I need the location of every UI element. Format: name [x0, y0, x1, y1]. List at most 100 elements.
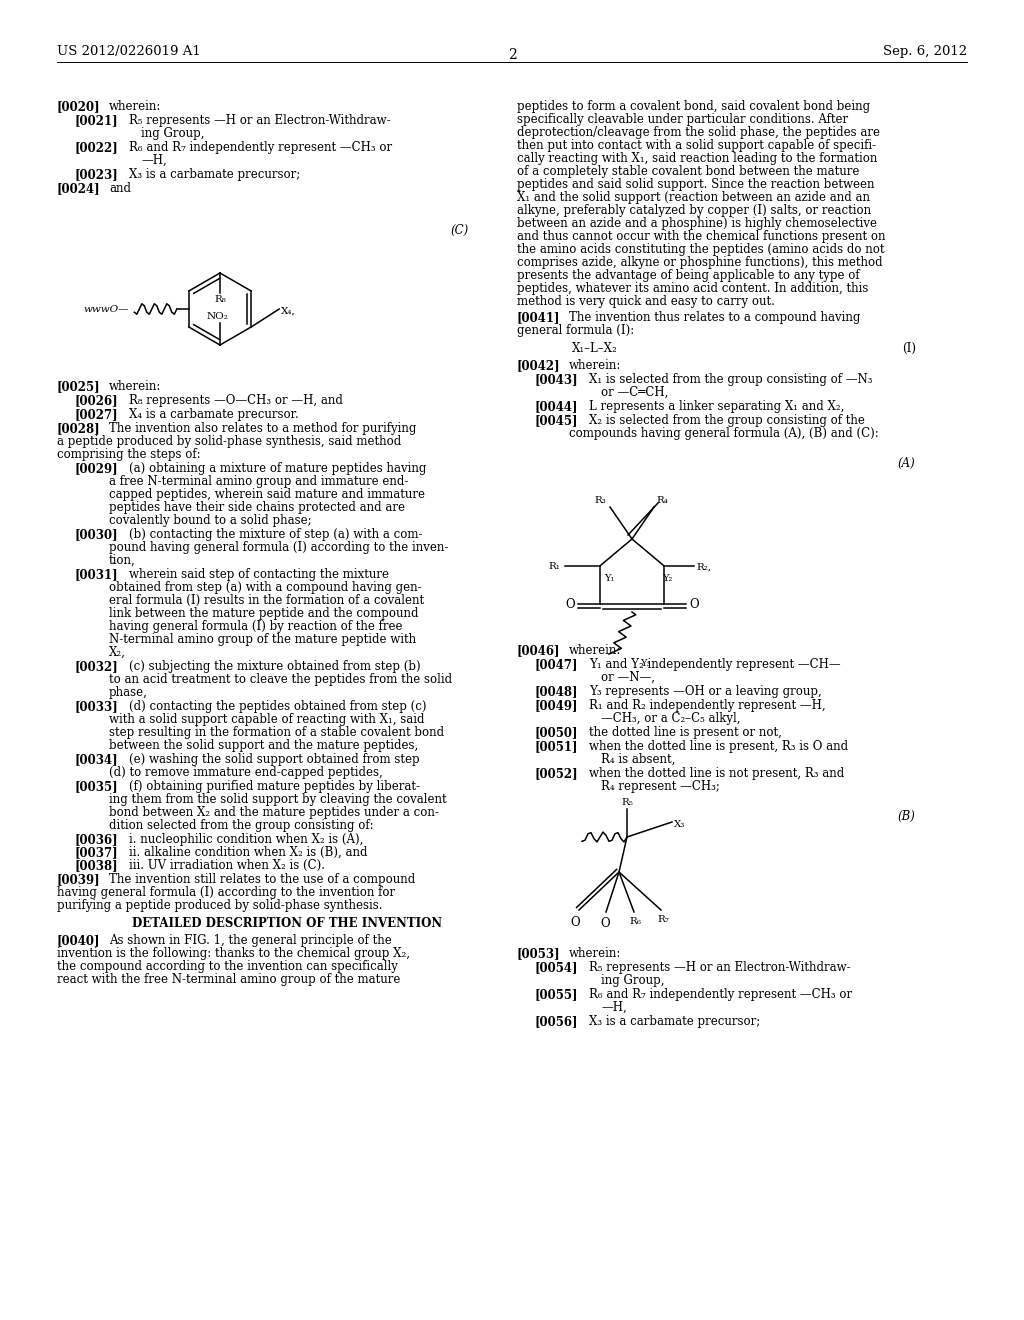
Text: Y₁ and Y₂ independently represent —CH—: Y₁ and Y₂ independently represent —CH— — [589, 657, 841, 671]
Text: ing Group,: ing Group, — [601, 974, 665, 987]
Text: wwwO—: wwwO— — [84, 305, 129, 314]
Text: (c) subjecting the mixture obtained from step (b): (c) subjecting the mixture obtained from… — [129, 660, 421, 673]
Text: bond between X₂ and the mature peptides under a con-: bond between X₂ and the mature peptides … — [109, 807, 439, 818]
Text: The invention still relates to the use of a compound: The invention still relates to the use o… — [109, 873, 416, 886]
Text: R₁ and R₂ independently represent —H,: R₁ and R₂ independently represent —H, — [589, 700, 825, 711]
Text: (d) contacting the peptides obtained from step (c): (d) contacting the peptides obtained fro… — [129, 700, 427, 713]
Text: R₅: R₅ — [622, 799, 633, 807]
Text: ing Group,: ing Group, — [141, 127, 205, 140]
Text: (C): (C) — [450, 224, 468, 238]
Text: [0031]: [0031] — [75, 568, 119, 581]
Text: cally reacting with X₁, said reaction leading to the formation: cally reacting with X₁, said reaction le… — [517, 152, 878, 165]
Text: wherein:: wherein: — [569, 946, 622, 960]
Text: the compound according to the invention can specifically: the compound according to the invention … — [57, 960, 398, 973]
Text: alkyne, preferably catalyzed by copper (I) salts, or reaction: alkyne, preferably catalyzed by copper (… — [517, 205, 871, 216]
Text: and thus cannot occur with the chemical functions present on: and thus cannot occur with the chemical … — [517, 230, 886, 243]
Text: iii. UV irradiation when X₂ is (C).: iii. UV irradiation when X₂ is (C). — [129, 859, 325, 873]
Text: R₈ represents —O—CH₃ or —H, and: R₈ represents —O—CH₃ or —H, and — [129, 393, 343, 407]
Text: [0023]: [0023] — [75, 168, 119, 181]
Text: (I): (I) — [902, 342, 916, 355]
Text: [0032]: [0032] — [75, 660, 119, 673]
Text: [0036]: [0036] — [75, 833, 119, 846]
Text: obtained from step (a) with a compound having gen-: obtained from step (a) with a compound h… — [109, 581, 422, 594]
Text: peptides have their side chains protected and are: peptides have their side chains protecte… — [109, 502, 406, 513]
Text: between an azide and a phosphine) is highly chemoselective: between an azide and a phosphine) is hig… — [517, 216, 877, 230]
Text: [0043]: [0043] — [535, 374, 579, 385]
Text: [0020]: [0020] — [57, 100, 100, 114]
Text: [0041]: [0041] — [517, 312, 560, 323]
Text: ing them from the solid support by cleaving the covalent: ing them from the solid support by cleav… — [109, 793, 446, 807]
Text: [0045]: [0045] — [535, 414, 579, 426]
Text: —H,: —H, — [601, 1001, 627, 1014]
Text: DETAILED DESCRIPTION OF THE INVENTION: DETAILED DESCRIPTION OF THE INVENTION — [132, 917, 442, 931]
Text: wherein:: wherein: — [109, 100, 162, 114]
Text: wherein:: wherein: — [109, 380, 162, 393]
Text: The invention also relates to a method for purifying: The invention also relates to a method f… — [109, 422, 417, 436]
Text: compounds having general formula (A), (B) and (C):: compounds having general formula (A), (B… — [569, 426, 879, 440]
Text: R₆ and R₇ independently represent —CH₃ or: R₆ and R₇ independently represent —CH₃ o… — [129, 141, 392, 154]
Text: O: O — [565, 598, 574, 611]
Text: X₁–L–X₂: X₁–L–X₂ — [572, 342, 617, 355]
Text: having general formula (I) according to the invention for: having general formula (I) according to … — [57, 886, 395, 899]
Text: Y₁: Y₁ — [604, 574, 614, 583]
Text: R₆ and R₇ independently represent —CH₃ or: R₆ and R₇ independently represent —CH₃ o… — [589, 987, 852, 1001]
Text: (f) obtaining purified mature peptides by liberat-: (f) obtaining purified mature peptides b… — [129, 780, 420, 793]
Text: covalently bound to a solid phase;: covalently bound to a solid phase; — [109, 513, 311, 527]
Text: presents the advantage of being applicable to any type of: presents the advantage of being applicab… — [517, 269, 859, 282]
Text: (B): (B) — [897, 810, 914, 822]
Text: [0054]: [0054] — [535, 961, 579, 974]
Text: eral formula (I) results in the formation of a covalent: eral formula (I) results in the formatio… — [109, 594, 424, 607]
Text: X₃ is a carbamate precursor;: X₃ is a carbamate precursor; — [589, 1015, 760, 1028]
Text: [0028]: [0028] — [57, 422, 100, 436]
Text: [0039]: [0039] — [57, 873, 100, 886]
Text: O: O — [600, 917, 610, 931]
Text: general formula (I):: general formula (I): — [517, 323, 634, 337]
Text: R₇: R₇ — [657, 915, 669, 924]
Text: ii. alkaline condition when X₂ is (B), and: ii. alkaline condition when X₂ is (B), a… — [129, 846, 368, 859]
Text: dition selected from the group consisting of:: dition selected from the group consistin… — [109, 818, 374, 832]
Text: purifying a peptide produced by solid-phase synthesis.: purifying a peptide produced by solid-ph… — [57, 899, 383, 912]
Text: [0053]: [0053] — [517, 946, 560, 960]
Text: a peptide produced by solid-phase synthesis, said method: a peptide produced by solid-phase synthe… — [57, 436, 401, 447]
Text: i. nucleophilic condition when X₂ is (A),: i. nucleophilic condition when X₂ is (A)… — [129, 833, 364, 846]
Text: O: O — [570, 916, 580, 929]
Text: wherein said step of contacting the mixture: wherein said step of contacting the mixt… — [129, 568, 389, 581]
Text: (a) obtaining a mixture of mature peptides having: (a) obtaining a mixture of mature peptid… — [129, 462, 426, 475]
Text: [0050]: [0050] — [535, 726, 579, 739]
Text: US 2012/0226019 A1: US 2012/0226019 A1 — [57, 45, 201, 58]
Text: wherein:: wherein: — [569, 644, 622, 657]
Text: react with the free N-terminal amino group of the mature: react with the free N-terminal amino gro… — [57, 973, 400, 986]
Text: of a completely stable covalent bond between the mature: of a completely stable covalent bond bet… — [517, 165, 859, 178]
Text: Y₃ represents —OH or a leaving group,: Y₃ represents —OH or a leaving group, — [589, 685, 821, 698]
Text: link between the mature peptide and the compound: link between the mature peptide and the … — [109, 607, 419, 620]
Text: peptides to form a covalent bond, said covalent bond being: peptides to form a covalent bond, said c… — [517, 100, 870, 114]
Text: X₂ is selected from the group consisting of the: X₂ is selected from the group consisting… — [589, 414, 865, 426]
Text: R₆: R₆ — [629, 917, 641, 927]
Text: then put into contact with a solid support capable of specifi-: then put into contact with a solid suppo… — [517, 139, 877, 152]
Text: [0040]: [0040] — [57, 935, 100, 946]
Text: [0029]: [0029] — [75, 462, 119, 475]
Text: —H,: —H, — [141, 154, 167, 168]
Text: [0049]: [0049] — [535, 700, 579, 711]
Text: [0056]: [0056] — [535, 1015, 579, 1028]
Text: [0033]: [0033] — [75, 700, 119, 713]
Text: [0052]: [0052] — [535, 767, 579, 780]
Text: R₃: R₃ — [594, 496, 606, 506]
Text: —CH₃, or a C₂–C₅ alkyl,: —CH₃, or a C₂–C₅ alkyl, — [601, 711, 740, 725]
Text: R₂,: R₂, — [696, 562, 712, 572]
Text: deprotection/cleavage from the solid phase, the peptides are: deprotection/cleavage from the solid pha… — [517, 125, 880, 139]
Text: method is very quick and easy to carry out.: method is very quick and easy to carry o… — [517, 294, 775, 308]
Text: [0047]: [0047] — [535, 657, 579, 671]
Text: (e) washing the solid support obtained from step: (e) washing the solid support obtained f… — [129, 752, 420, 766]
Text: tion,: tion, — [109, 554, 136, 568]
Text: or —C═CH,: or —C═CH, — [601, 385, 669, 399]
Text: R₁: R₁ — [549, 562, 561, 572]
Text: [0042]: [0042] — [517, 359, 560, 372]
Text: [0025]: [0025] — [57, 380, 100, 393]
Text: X₃: X₃ — [674, 820, 685, 829]
Text: R₄ is absent,: R₄ is absent, — [601, 752, 676, 766]
Text: the amino acids constituting the peptides (amino acids do not: the amino acids constituting the peptide… — [517, 243, 885, 256]
Text: or —N—,: or —N—, — [601, 671, 655, 684]
Text: [0024]: [0024] — [57, 182, 100, 195]
Text: peptides, whatever its amino acid content. In addition, this: peptides, whatever its amino acid conten… — [517, 282, 868, 294]
